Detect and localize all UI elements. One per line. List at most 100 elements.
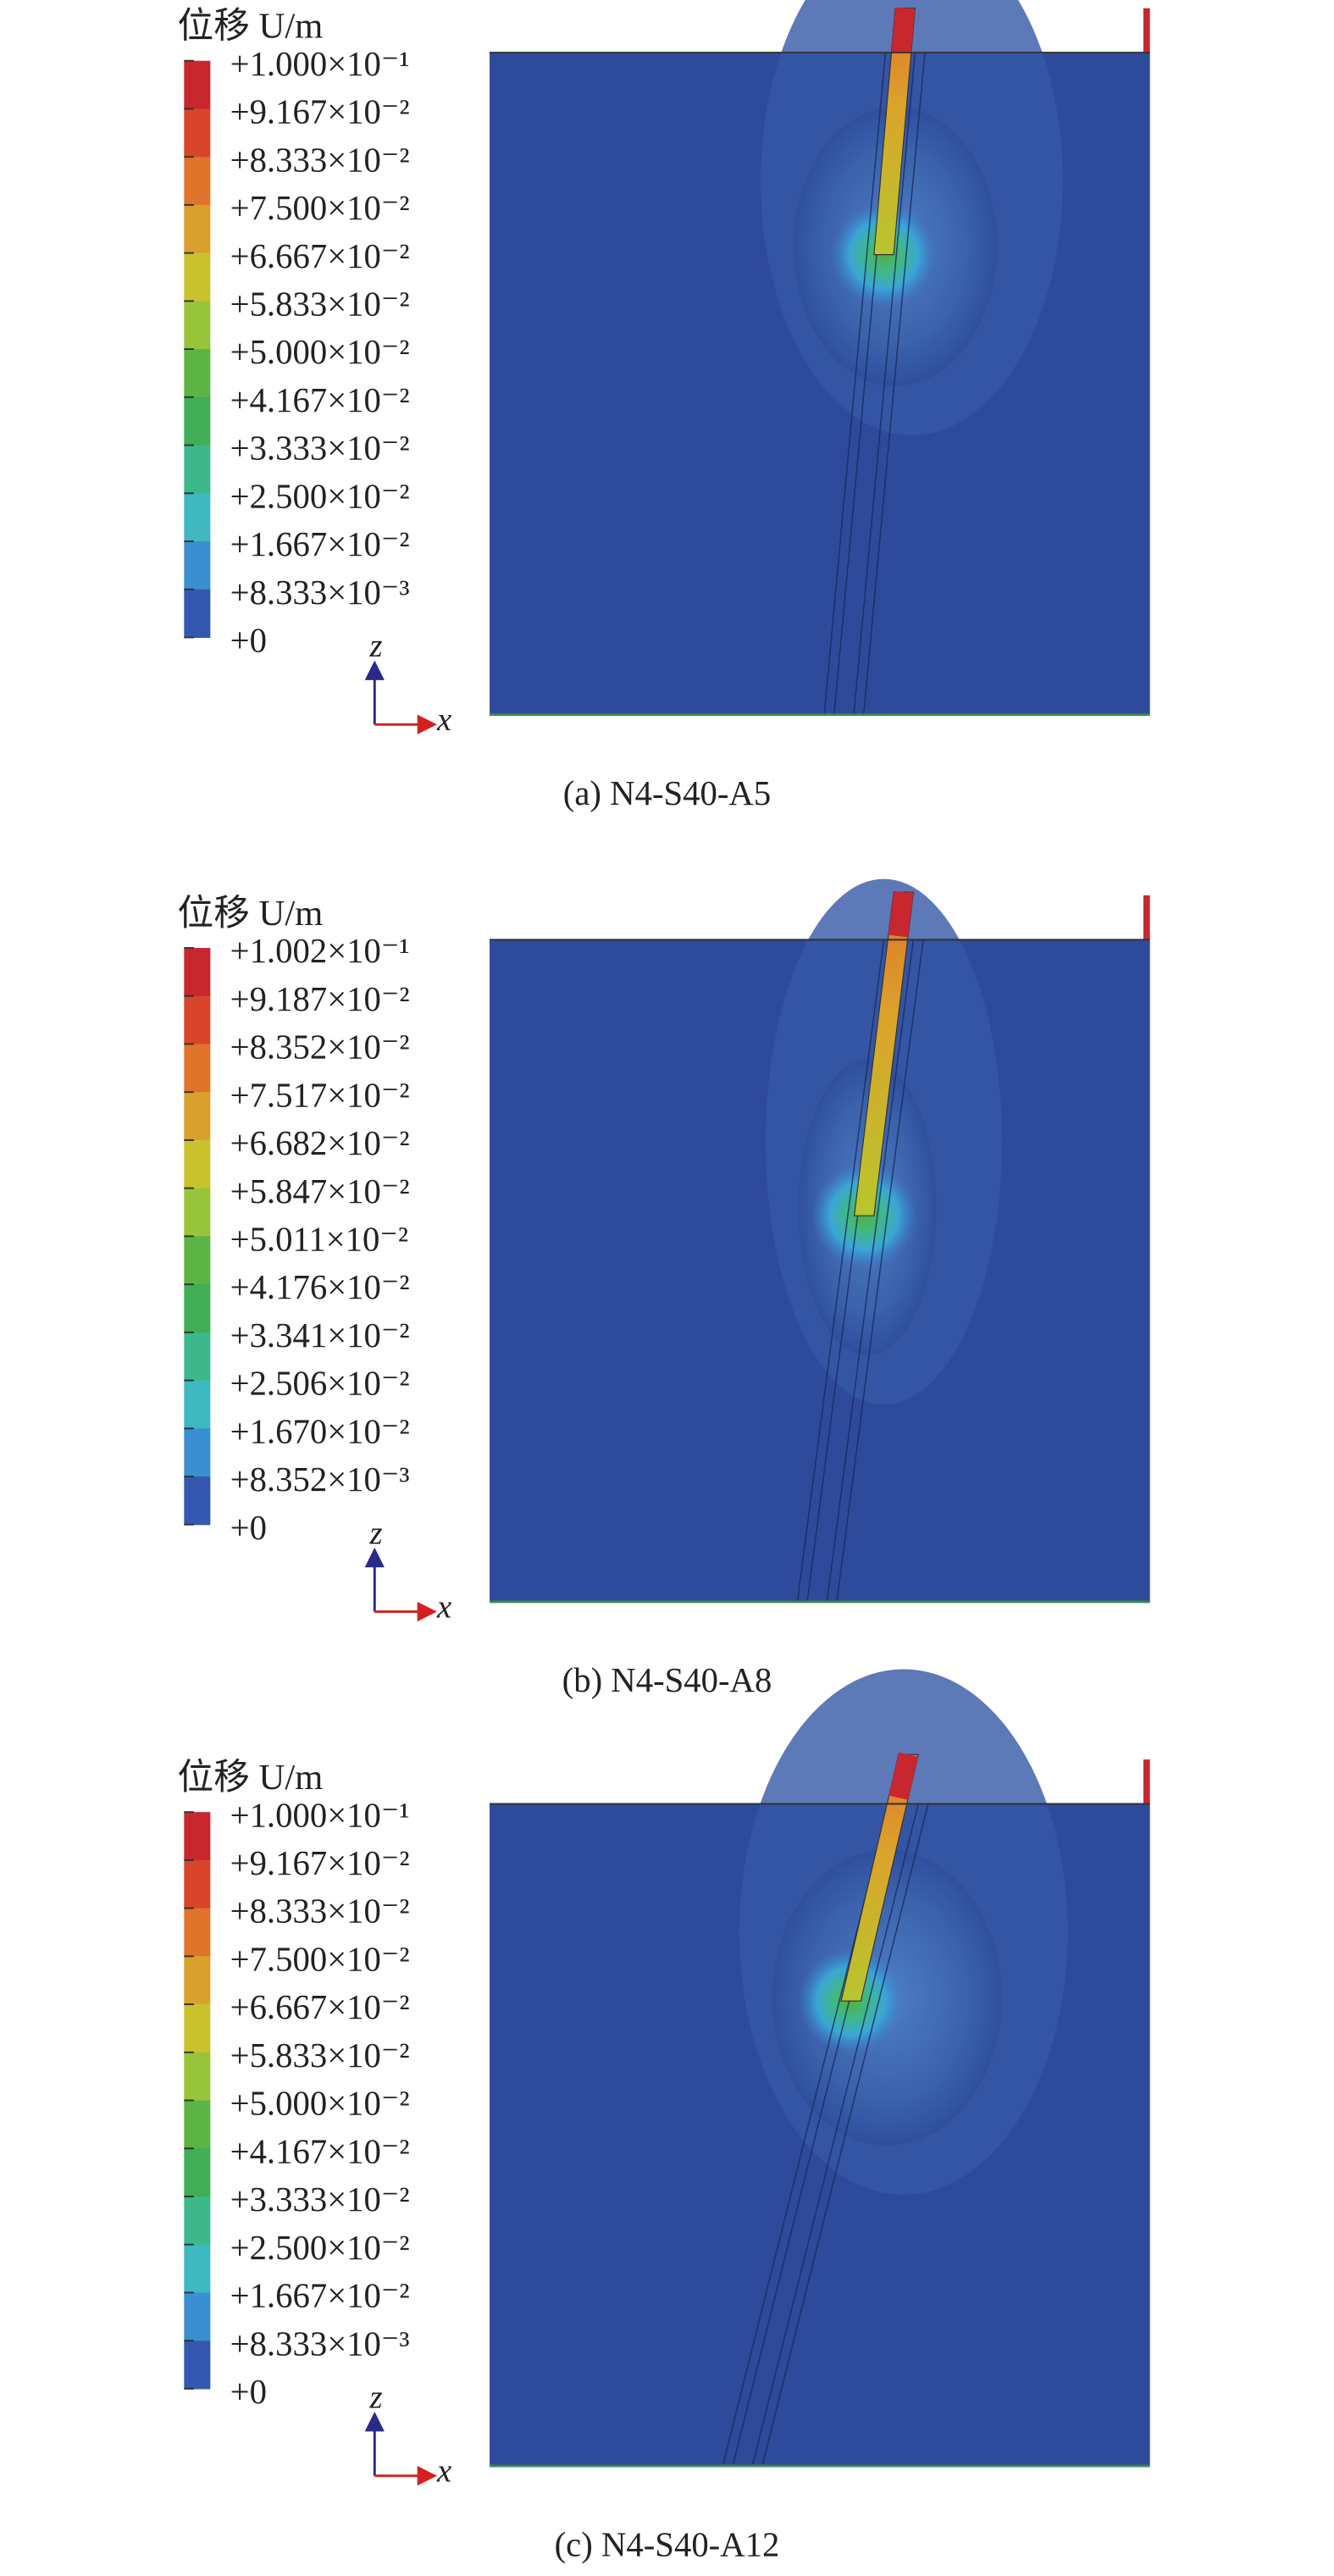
colorbar-band — [184, 1236, 211, 1285]
legend-label: +0 — [230, 622, 267, 660]
colorbar-band — [184, 252, 211, 302]
legend-title: 位移 U/m — [178, 6, 324, 47]
arrowhead-x — [417, 2466, 437, 2486]
colorbar-band — [184, 493, 211, 542]
colorbar-band — [184, 2244, 211, 2294]
legend-label: +8.352×10⁻³ — [230, 1460, 410, 1499]
legend-label: +3.333×10⁻² — [230, 429, 410, 468]
axis-label-x: x — [436, 2453, 451, 2490]
colorbar-band — [184, 301, 211, 350]
legend-label: +5.000×10⁻² — [230, 2085, 410, 2123]
legend-label: +8.333×10⁻³ — [230, 573, 410, 612]
legend-label: +1.000×10⁻¹ — [230, 1796, 410, 1834]
pile — [840, 1753, 919, 2002]
caption: (c) N4-S40-A12 — [555, 2525, 780, 2563]
legend-label: +2.500×10⁻² — [230, 477, 410, 515]
colorbar-band — [184, 445, 211, 494]
legend-label: +6.682×10⁻² — [230, 1124, 410, 1162]
legend-label: +5.833×10⁻² — [230, 285, 410, 323]
legend-label: +2.506×10⁻² — [230, 1365, 410, 1403]
legend-label: +1.002×10⁻¹ — [230, 932, 410, 970]
legend-label: +4.167×10⁻² — [230, 381, 410, 419]
hole-outline — [823, 52, 887, 715]
colorbar-band — [184, 541, 211, 590]
colorbar-band — [184, 1956, 211, 2005]
arrowhead-z — [364, 2412, 385, 2432]
legend-label: +7.500×10⁻² — [230, 189, 410, 227]
colorbar-band — [184, 2052, 211, 2102]
axis-label-z: z — [368, 1515, 382, 1551]
edge-marker — [1143, 1759, 1150, 1804]
colorbar-band — [184, 2292, 211, 2341]
legend-label: +6.667×10⁻² — [230, 1988, 410, 2026]
legend-label: +8.333×10⁻³ — [230, 2324, 410, 2363]
legend-label: +5.833×10⁻² — [230, 2036, 410, 2075]
colorbar-band — [184, 1476, 211, 1526]
hole-outline — [853, 52, 916, 715]
hole-outline — [761, 1803, 929, 2467]
edge-marker — [1143, 8, 1150, 53]
arrowhead-z — [364, 660, 385, 680]
colorbar-band — [184, 1428, 211, 1477]
legend-label: +7.500×10⁻² — [230, 1940, 410, 1978]
colorbar-band — [184, 2148, 211, 2197]
colorbar-band — [184, 2196, 211, 2246]
colorbar-band — [184, 2100, 211, 2149]
colorbar-band — [184, 1380, 211, 1429]
hole-outline — [751, 1803, 919, 2467]
pile-head — [888, 1752, 918, 1800]
legend-label: +9.187×10⁻² — [230, 980, 410, 1018]
edge-marker — [1143, 895, 1150, 940]
axis-label-z: z — [368, 628, 382, 664]
colorbar-band — [184, 1812, 211, 1861]
legend-label: +7.517×10⁻² — [230, 1076, 410, 1114]
panel: 位移 U/m+1.000×10⁻¹ +9.167×10⁻² +8.333×10⁻² +… — [178, 1669, 1150, 2563]
pile — [853, 891, 915, 1216]
colorbar-band — [184, 204, 211, 254]
legend-label: +4.176×10⁻² — [230, 1268, 410, 1306]
colorbar-band — [184, 1908, 211, 1957]
legend-label: +8.333×10⁻² — [230, 1892, 410, 1931]
legend-label: +0 — [230, 1509, 267, 1547]
legend-label: +1.667×10⁻² — [230, 2277, 410, 2315]
legend-label: +8.352×10⁻² — [230, 1028, 410, 1066]
colorbar-band — [184, 1188, 211, 1237]
colorbar-band — [184, 1092, 211, 1141]
pile-head — [891, 7, 916, 53]
legend-label: +9.167×10⁻² — [230, 93, 410, 131]
pile-head — [888, 890, 914, 938]
legend-label: +6.667×10⁻² — [230, 237, 410, 275]
colorbar-band — [184, 1859, 211, 1909]
colorbar-band — [184, 396, 211, 446]
axis-label-z: z — [368, 2379, 382, 2415]
legend-title: 位移 U/m — [178, 1757, 324, 1798]
legend-label: +1.670×10⁻² — [230, 1412, 410, 1450]
legend-label: +5.847×10⁻² — [230, 1172, 410, 1210]
arrowhead-z — [364, 1547, 385, 1568]
legend-label: +5.011×10⁻² — [230, 1221, 408, 1259]
legend-title: 位移 U/m — [178, 893, 324, 933]
colorbar-band — [184, 995, 211, 1045]
colorbar-band — [184, 1139, 211, 1189]
axis-label-x: x — [436, 701, 451, 738]
colorbar-band — [184, 60, 211, 110]
hole-outline — [836, 939, 924, 1603]
colorbar-band — [184, 2341, 211, 2390]
legend-label: +4.167×10⁻² — [230, 2132, 410, 2170]
colorbar-band — [184, 108, 211, 158]
panel: 位移 U/m+1.000×10⁻¹ +9.167×10⁻² +8.333×10⁻² +… — [178, 0, 1150, 812]
axis-label-x: x — [436, 1589, 451, 1626]
pile — [873, 8, 916, 256]
hole-outline — [796, 939, 885, 1603]
legend-label: +2.500×10⁻² — [230, 2229, 410, 2267]
legend-label: +1.667×10⁻² — [230, 525, 410, 563]
colorbar-band — [184, 157, 211, 206]
colorbar-band — [184, 1332, 211, 1382]
panel: 位移 U/m+1.002×10⁻¹ +9.187×10⁻² +8.352×10⁻² +… — [178, 878, 1150, 1699]
colorbar-band — [184, 589, 211, 639]
colorbar-band — [184, 1044, 211, 1093]
legend-label: +3.341×10⁻² — [230, 1316, 410, 1354]
legend-label: +1.000×10⁻¹ — [230, 45, 410, 83]
